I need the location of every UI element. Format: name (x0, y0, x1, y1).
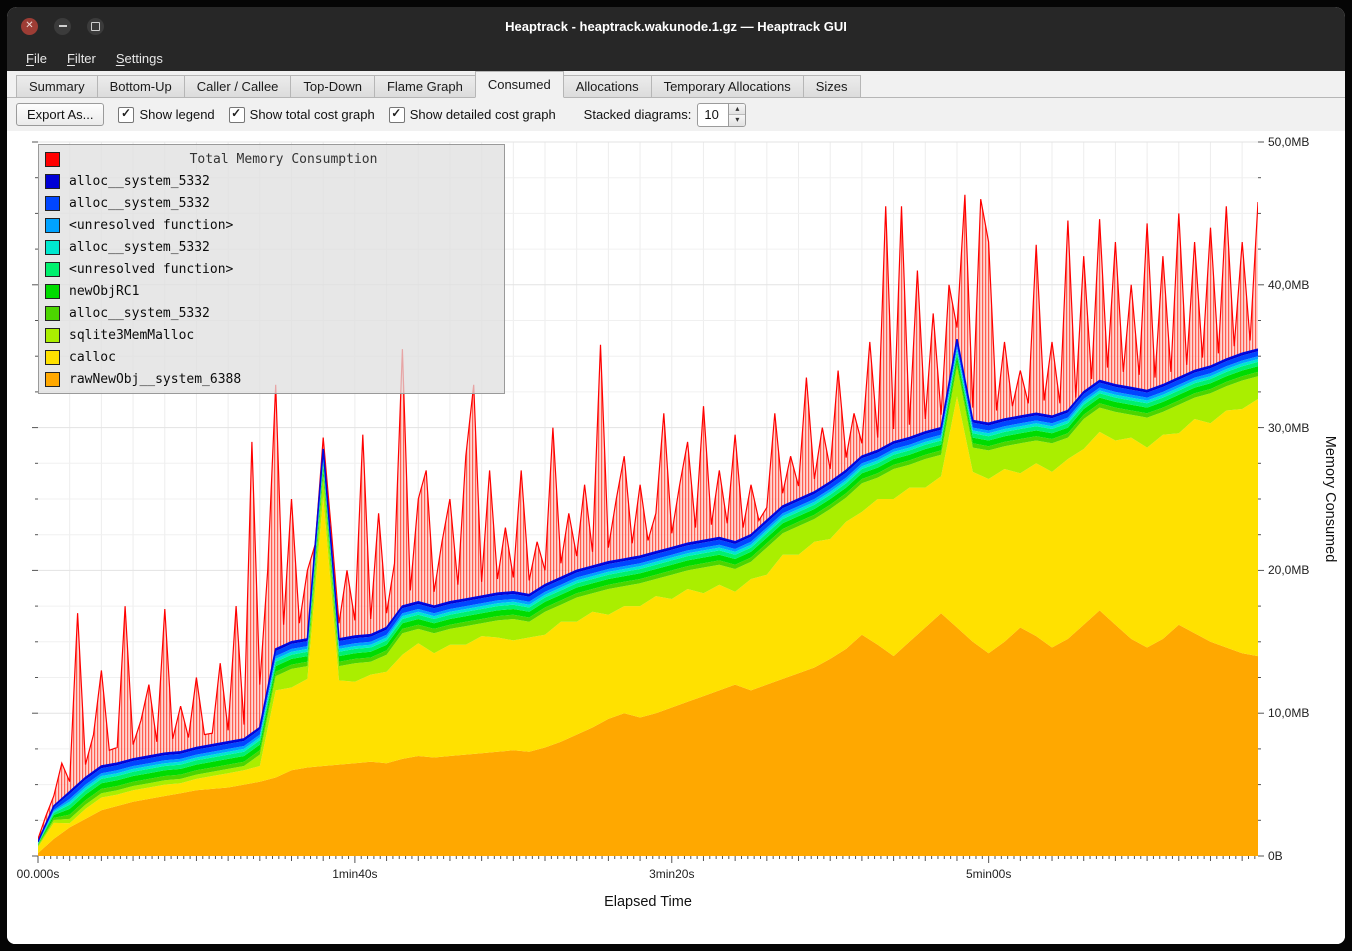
legend-color-swatch (45, 305, 60, 321)
legend-color-swatch (45, 371, 60, 387)
checkbox-label: Show total cost graph (249, 107, 375, 122)
legend-item: rawNewObj__system_6388 (43, 368, 500, 390)
menu-filter[interactable]: Filter (66, 50, 96, 66)
stacked-diagrams-group: Stacked diagrams: 10 ▴ ▾ (583, 102, 747, 127)
legend-item-label: <unresolved function> (69, 261, 234, 277)
legend-item-label: alloc__system_5332 (69, 173, 210, 189)
legend-title: Total Memory Consumption (189, 151, 378, 167)
legend-item: alloc__system_5332 (43, 302, 500, 324)
memory-consumption-chart[interactable] (7, 131, 1345, 944)
x-tick-label: 00.000s (16, 867, 60, 881)
legend-color-swatch (45, 217, 60, 233)
tab-sizes[interactable]: Sizes (802, 75, 861, 98)
legend-item-label: sqlite3MemMalloc (69, 327, 195, 343)
spinbox-up-button[interactable]: ▴ (729, 103, 746, 115)
spinbox-down-button[interactable]: ▾ (729, 115, 746, 126)
legend-item-label: alloc__system_5332 (69, 305, 210, 321)
legend-item: newObjRC1 (43, 280, 500, 302)
checkbox-label: Show legend (139, 107, 215, 122)
tab-consumed[interactable]: Consumed (474, 71, 564, 98)
tab-summary[interactable]: Summary (16, 75, 98, 98)
toolbar: Export As... Show legend Show total cost … (7, 98, 1345, 131)
menubar: File Filter Settings (7, 45, 1345, 71)
chart-area: Total Memory Consumption alloc__system_53… (7, 131, 1345, 944)
legend-item-label: <unresolved function> (69, 217, 234, 233)
axis-ticks (32, 141, 1264, 863)
tab-flame-graph[interactable]: Flame Graph (373, 75, 476, 98)
x-tick-label: 1min40s (332, 867, 378, 881)
checkbox-box[interactable] (388, 106, 405, 123)
legend-item: alloc__system_5332 (43, 192, 500, 214)
tab-caller-callee[interactable]: Caller / Callee (183, 75, 292, 98)
legend-item: alloc__system_5332 (43, 170, 500, 192)
spinbox-buttons: ▴ ▾ (728, 103, 746, 126)
legend-item-label: rawNewObj__system_6388 (69, 371, 242, 387)
maximize-button[interactable] (87, 17, 104, 35)
chart-legend: Total Memory Consumption alloc__system_53… (38, 144, 505, 394)
legend-color-swatch (45, 239, 60, 255)
checkbox-label: Show detailed cost graph (409, 107, 556, 122)
x-axis-title: Elapsed Time (604, 894, 692, 910)
close-icon (25, 21, 33, 31)
export-as-button[interactable]: Export As... (16, 103, 105, 126)
tab-top-down[interactable]: Top-Down (290, 75, 375, 98)
legend-title-row: Total Memory Consumption (43, 148, 500, 170)
checkbox-show-detailed-cost-graph[interactable]: Show detailed cost graph (388, 106, 556, 123)
checkbox-show-legend[interactable]: Show legend (118, 106, 215, 123)
window-controls (21, 7, 104, 45)
stacked-diagrams-spinbox[interactable]: 10 ▴ ▾ (697, 102, 747, 127)
y-tick-label: 30,0MB (1268, 420, 1310, 435)
arrow-up-icon: ▴ (735, 103, 740, 113)
menu-file[interactable]: File (26, 50, 47, 66)
legend-color-swatch (45, 151, 60, 167)
y-axis-title: Memory Consumed (1322, 435, 1338, 563)
legend-item: calloc (43, 346, 500, 368)
legend-item: alloc__system_5332 (43, 236, 500, 258)
legend-color-swatch (45, 283, 60, 299)
tab-temporary-allocations[interactable]: Temporary Allocations (650, 75, 804, 98)
y-tick-label: 20,0MB (1268, 563, 1310, 578)
y-tick-label: 10,0MB (1268, 706, 1310, 721)
chart-series (38, 194, 1258, 856)
legend-color-swatch (45, 349, 60, 365)
x-tick-label: 5min00s (965, 867, 1012, 881)
menu-settings[interactable]: Settings (115, 50, 163, 66)
y-tick-label: 40,0MB (1268, 277, 1310, 292)
maximize-icon (91, 22, 100, 31)
legend-color-swatch (45, 173, 60, 189)
legend-item-label: alloc__system_5332 (69, 195, 210, 211)
window-frame: Heaptrack - heaptrack.wakunode.1.gz — He… (7, 7, 1345, 944)
stacked-diagrams-label: Stacked diagrams: (583, 107, 692, 122)
legend-item-label: calloc (69, 349, 116, 365)
tab-allocations[interactable]: Allocations (562, 75, 652, 98)
minimize-button[interactable] (54, 17, 71, 35)
legend-color-swatch (45, 261, 60, 277)
x-tick-label: 3min20s (649, 867, 695, 881)
spinbox-value: 10 (704, 107, 719, 122)
arrow-down-icon: ▾ (735, 115, 740, 125)
checkbox-box[interactable] (228, 106, 245, 123)
minimize-icon (59, 25, 67, 27)
titlebar[interactable]: Heaptrack - heaptrack.wakunode.1.gz — He… (7, 7, 1345, 45)
legend-item-label: newObjRC1 (69, 283, 140, 299)
y-tick-label: 50,0MB (1268, 135, 1310, 149)
checkbox-box[interactable] (118, 106, 135, 123)
checkbox-show-total-cost-graph[interactable]: Show total cost graph (228, 106, 375, 123)
tab-bottom-up[interactable]: Bottom-Up (96, 75, 185, 98)
legend-color-swatch (45, 195, 60, 211)
legend-item: <unresolved function> (43, 258, 500, 280)
legend-item: <unresolved function> (43, 214, 500, 236)
tab-bar: Summary Bottom-Up Caller / Callee Top-Down F… (7, 71, 1345, 98)
y-tick-label: 0B (1268, 849, 1283, 863)
legend-item-label: alloc__system_5332 (69, 239, 210, 255)
window-title: Heaptrack - heaptrack.wakunode.1.gz — He… (505, 18, 847, 34)
legend-color-swatch (45, 327, 60, 343)
close-button[interactable] (21, 17, 38, 35)
legend-item: sqlite3MemMalloc (43, 324, 500, 346)
